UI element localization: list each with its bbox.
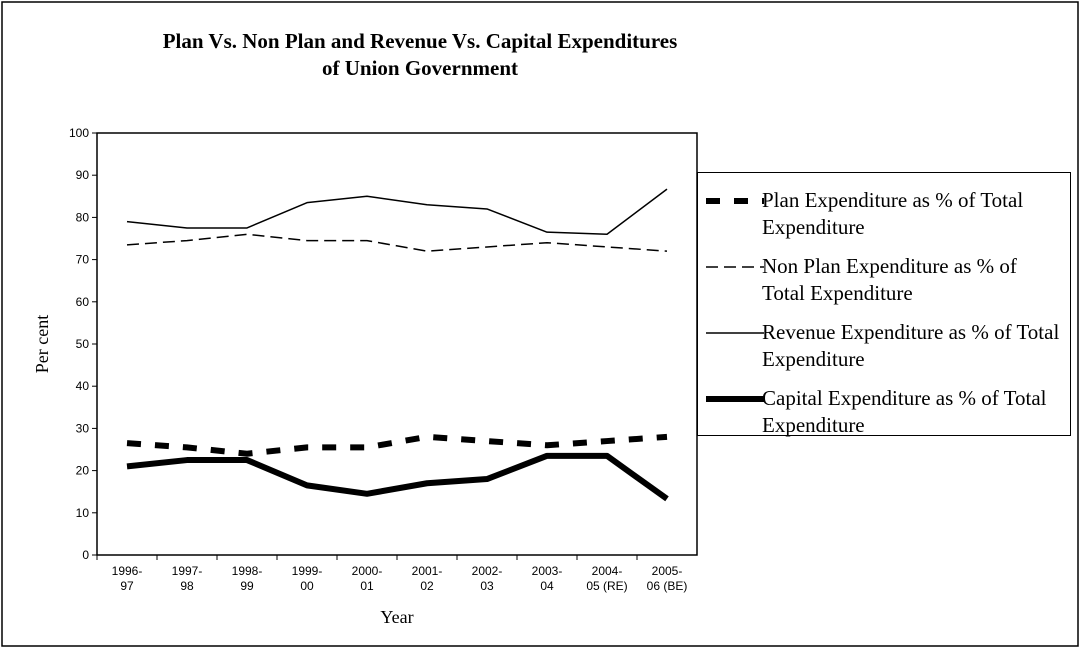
legend-label: Plan Expenditure as % of Total Expenditu…: [762, 188, 1024, 239]
x-tick-label-line: 1999-: [292, 564, 323, 578]
series-line: [126, 233, 668, 252]
legend-swatch: [706, 266, 764, 268]
x-tick-label: 2001-02: [412, 564, 443, 593]
legend-label: Non Plan Expenditure as % of Total Expen…: [762, 254, 1017, 305]
chart-title: Plan Vs. Non Plan and Revenue Vs. Capita…: [163, 29, 678, 53]
series-line: [126, 452, 669, 502]
x-tick-label: 2005-06 (BE): [647, 564, 688, 593]
x-tick-label: 1999-00: [292, 564, 323, 593]
x-tick-label-line: 97: [120, 579, 134, 593]
x-tick-label-line: 2002-: [472, 564, 503, 578]
x-tick-label-line: 2001-: [412, 564, 443, 578]
y-tick-label: 40: [76, 379, 90, 393]
x-tick-label-line: 1996-: [112, 564, 143, 578]
y-tick-label: 10: [76, 506, 90, 520]
x-tick-label-line: 2003-: [532, 564, 563, 578]
x-tick-label-line: 06 (BE): [647, 579, 688, 593]
x-tick-label: 1997-98: [172, 564, 203, 593]
y-tick-label: 70: [76, 253, 90, 267]
legend-label: Revenue Expenditure as % of Total Expend…: [762, 320, 1060, 371]
series-line: [126, 433, 668, 457]
x-tick-label-line: 04: [540, 579, 554, 593]
y-tick-label: 90: [76, 168, 90, 182]
x-tick-label: 1998-99: [232, 564, 263, 593]
x-tick-label-line: 98: [180, 579, 194, 593]
x-tick-label-line: 1997-: [172, 564, 203, 578]
x-tick-label: 2003-04: [532, 564, 563, 593]
x-tick-label-line: 03: [480, 579, 494, 593]
x-tick-label-line: 99: [240, 579, 254, 593]
series-line: [126, 188, 668, 236]
y-tick-label: 30: [76, 421, 90, 435]
x-tick-label-line: 2005-: [652, 564, 683, 578]
legend-swatch: [706, 332, 764, 334]
x-tick-label-line: 01: [360, 579, 374, 593]
x-tick-label-line: 00: [300, 579, 314, 593]
y-tick-label: 80: [76, 210, 90, 224]
plot-area: [96, 132, 698, 556]
x-tick-label-line: 2000-: [352, 564, 383, 578]
chart-title: of Union Government: [322, 56, 518, 80]
x-tick-label-line: 2004-: [592, 564, 623, 578]
legend-swatch: [706, 396, 764, 402]
x-tick-label: 2004-05 (RE): [586, 564, 627, 593]
y-tick-label: 0: [82, 548, 89, 562]
y-tick-label: 100: [69, 126, 89, 140]
y-axis-label: Per cent: [32, 315, 52, 373]
legend: Plan Expenditure as % of Total Expenditu…: [697, 172, 1071, 437]
legend-swatch: [706, 198, 764, 204]
x-tick-label: 1996-97: [112, 564, 143, 593]
x-tick-label-line: 05 (RE): [586, 579, 627, 593]
x-tick-label-line: 02: [420, 579, 434, 593]
x-tick-label-line: 1998-: [232, 564, 263, 578]
legend-label: Capital Expenditure as % of Total Expend…: [762, 386, 1047, 437]
x-tick-label: 2000-01: [352, 564, 383, 593]
x-axis-label: Year: [380, 607, 413, 627]
y-tick-label: 60: [76, 295, 90, 309]
y-tick-label: 20: [76, 464, 90, 478]
y-tick-label: 50: [76, 337, 90, 351]
x-tick-label: 2002-03: [472, 564, 503, 593]
